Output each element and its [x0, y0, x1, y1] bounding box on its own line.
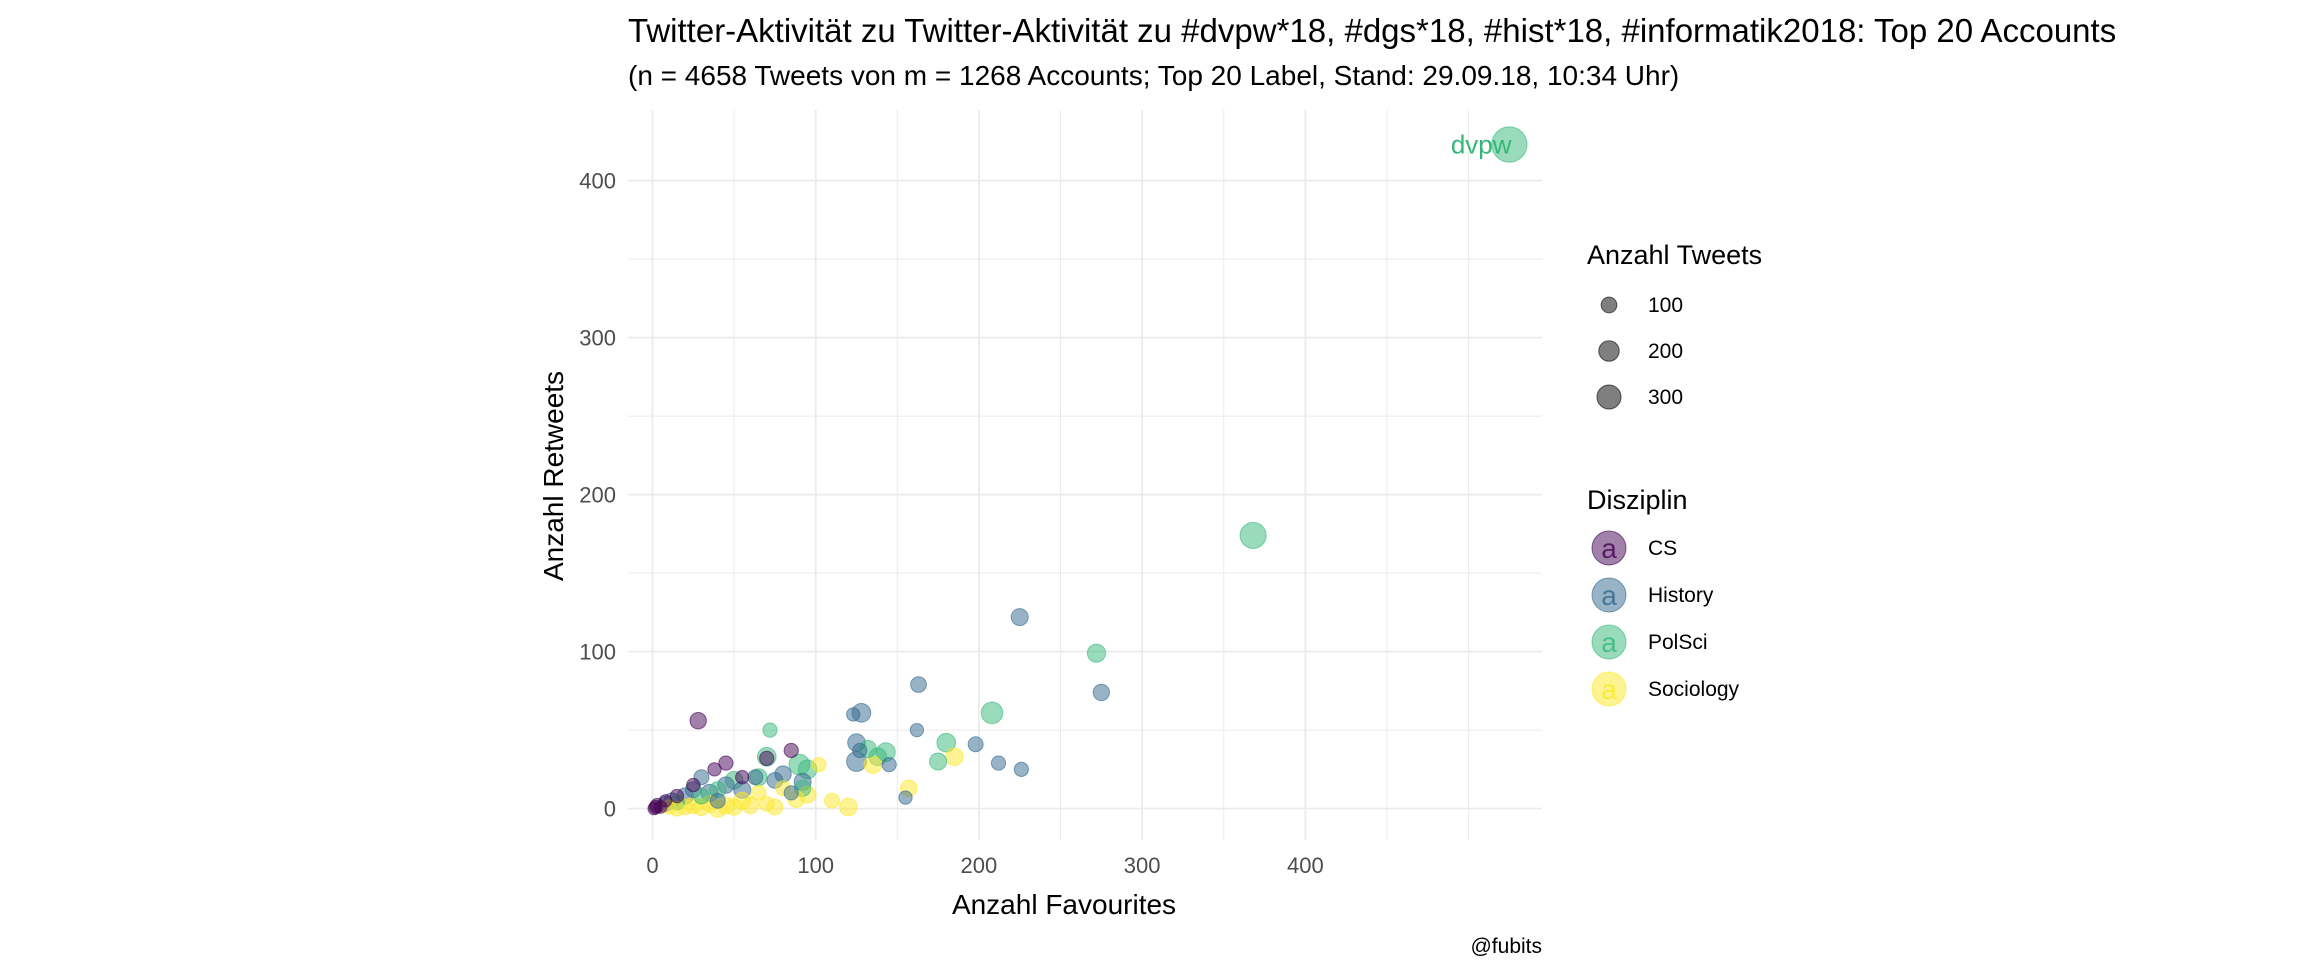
x-tick-label: 300	[1124, 853, 1161, 878]
color-legend-glyph: a	[1601, 674, 1617, 705]
size-legend-title: Anzahl Tweets	[1587, 240, 1762, 270]
color-legend-label: CS	[1648, 537, 1677, 560]
data-point	[707, 762, 722, 777]
color-legend-label: PolSci	[1648, 631, 1708, 654]
color-legend-label: History	[1648, 584, 1714, 607]
color-legend-glyph: a	[1601, 627, 1617, 658]
chart-subtitle: (n = 4658 Tweets von m = 1268 Accounts; …	[628, 60, 1679, 91]
data-point	[725, 798, 743, 816]
y-tick-label: 0	[604, 797, 616, 822]
color-legend-symbol	[1591, 671, 1627, 707]
size-legend: Anzahl Tweets 100 200 300	[1587, 240, 1762, 410]
x-tick-label: 100	[797, 853, 834, 878]
color-legend-symbol	[1591, 530, 1627, 566]
data-point	[1491, 126, 1528, 163]
data-point	[653, 800, 668, 814]
chart-caption: @fubits	[1470, 935, 1542, 958]
grid	[628, 110, 1542, 840]
point-label: dvpw	[1451, 130, 1512, 160]
data-points	[647, 126, 1528, 818]
data-point	[846, 707, 861, 722]
data-point	[1010, 608, 1029, 627]
x-tick-label: 400	[1287, 853, 1324, 878]
data-point	[936, 732, 957, 753]
y-axis-ticks: 0 100 200 300 400	[579, 169, 616, 822]
size-legend-label: 200	[1648, 340, 1683, 363]
data-point	[1092, 683, 1111, 702]
data-point	[909, 722, 925, 738]
data-point	[718, 755, 734, 771]
size-legend-symbol	[1600, 296, 1618, 314]
data-point	[709, 792, 726, 809]
data-point	[783, 742, 799, 759]
data-point	[990, 755, 1007, 771]
y-axis-title: Anzahl Retweets	[538, 371, 569, 581]
data-point	[980, 701, 1004, 725]
color-legend-glyph: a	[1601, 533, 1617, 564]
data-point	[735, 770, 750, 785]
color-legend-symbol	[1591, 577, 1627, 613]
y-tick-label: 100	[579, 640, 616, 665]
data-point	[689, 712, 707, 730]
data-point	[881, 757, 897, 773]
data-point	[1013, 761, 1029, 777]
data-point	[839, 797, 858, 817]
y-tick-label: 400	[579, 169, 616, 194]
x-tick-label: 0	[646, 853, 658, 878]
y-tick-label: 200	[579, 483, 616, 508]
x-axis-ticks: 0 100 200 300 400	[646, 853, 1323, 878]
x-tick-label: 200	[961, 853, 998, 878]
data-point	[910, 676, 927, 693]
color-legend-title: Disziplin	[1587, 485, 1688, 515]
data-point	[967, 736, 984, 753]
data-point	[863, 755, 883, 774]
data-point	[852, 742, 868, 759]
data-point	[929, 752, 948, 771]
data-point	[1239, 521, 1267, 549]
size-legend-symbol	[1598, 340, 1620, 362]
x-axis-title: Anzahl Favourites	[952, 889, 1176, 920]
data-point	[747, 769, 764, 786]
data-point	[824, 792, 841, 809]
color-legend-label: Sociology	[1648, 678, 1740, 701]
data-point	[1086, 643, 1107, 663]
data-point	[783, 785, 799, 801]
color-legend-glyph: a	[1601, 580, 1617, 611]
data-point	[811, 757, 827, 773]
data-point	[898, 790, 913, 805]
data-point	[758, 795, 775, 812]
data-point	[669, 788, 685, 804]
data-point	[750, 784, 767, 801]
color-legend: Disziplin a CS a History a PolSci a Sociology	[1587, 485, 1740, 707]
color-legend-symbol	[1591, 624, 1627, 660]
y-tick-label: 300	[579, 326, 616, 351]
chart-title: Twitter-Aktivität zu Twitter-Aktivität z…	[628, 12, 2116, 49]
data-point	[945, 747, 964, 767]
data-point	[693, 787, 710, 805]
size-legend-symbol	[1596, 384, 1622, 410]
point-labels: dvpw	[1451, 130, 1512, 160]
data-point	[686, 777, 701, 793]
size-legend-label: 100	[1648, 294, 1683, 317]
data-point	[759, 750, 775, 766]
data-point	[762, 722, 778, 738]
size-legend-label: 300	[1648, 386, 1683, 409]
